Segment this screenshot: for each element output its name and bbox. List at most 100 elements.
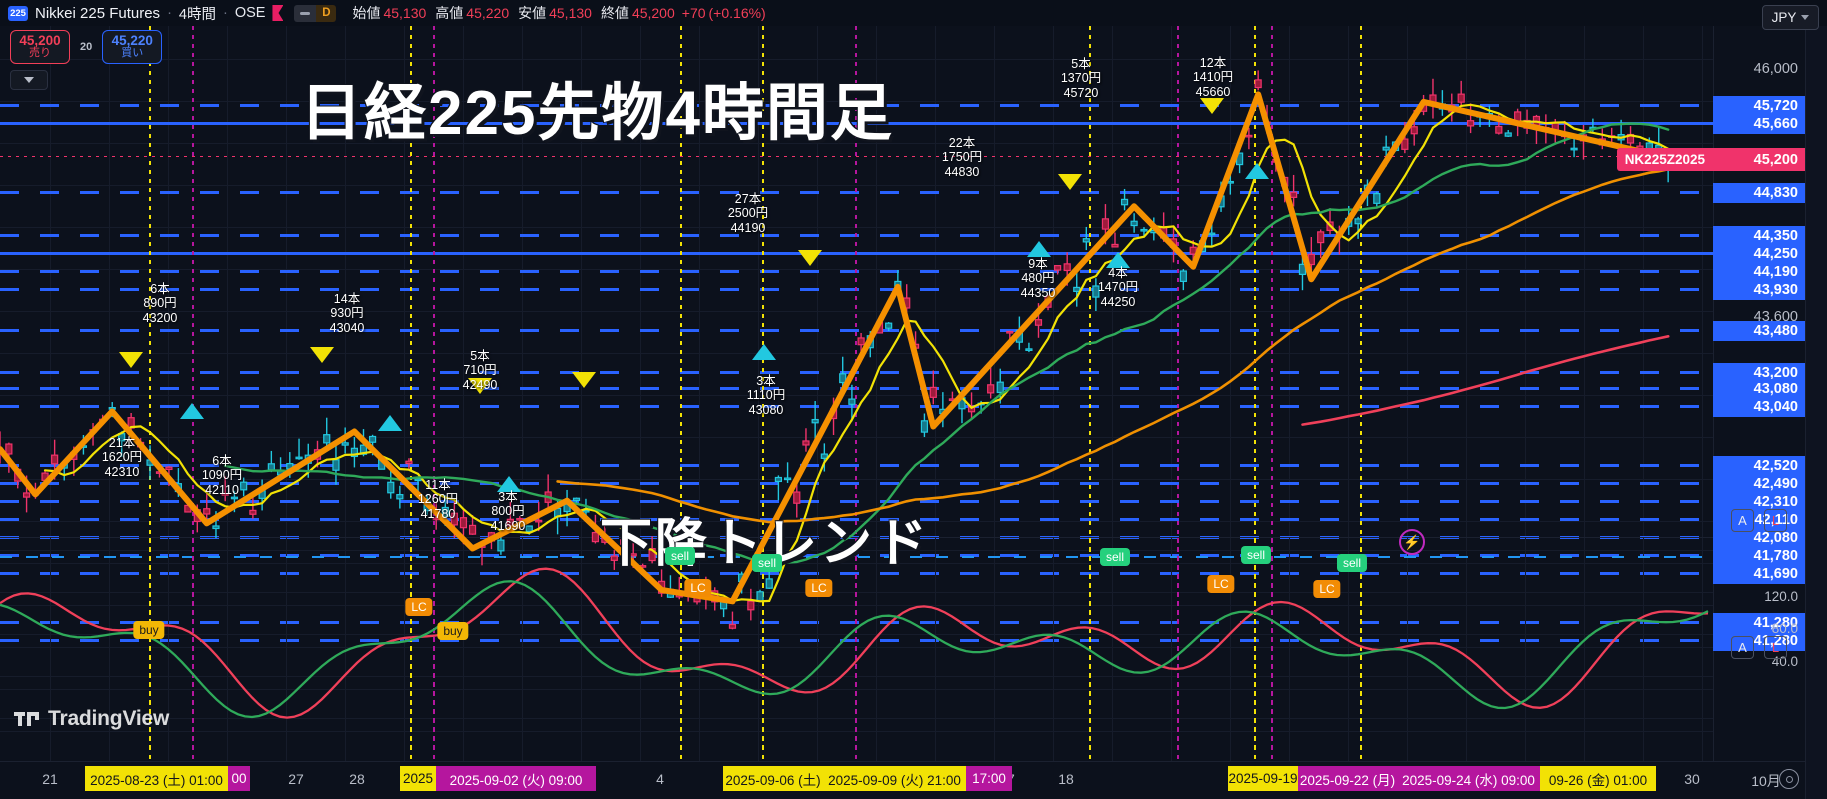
indicator-grid-line-v <box>935 538 936 746</box>
open-value: 45,130 <box>383 5 427 21</box>
interval-toggle[interactable]: D <box>294 4 337 22</box>
indicator-grid-line-v <box>109 538 110 746</box>
current-price-tag: 45,200 <box>1713 148 1805 171</box>
grid-line-vertical <box>1525 26 1526 772</box>
session-divider-line <box>410 538 412 746</box>
sell-button[interactable]: 45,200 売り <box>10 30 70 64</box>
annotation-bars: 27本 <box>734 192 762 206</box>
auto-scale-button[interactable]: A <box>1731 508 1754 532</box>
indicator-grid-line-v <box>227 538 228 746</box>
main-chart-pane[interactable]: 6本 890円 43200 21本 1620円 42310 6本 1090円 42110 14本 9… <box>0 26 1713 772</box>
signal-badge-lc[interactable]: LC <box>405 598 433 616</box>
grid-line-vertical <box>345 26 346 772</box>
indicator-grid-line-v <box>1053 538 1054 746</box>
signal-badge-lc[interactable]: LC <box>1207 575 1235 593</box>
grid-line-vertical <box>286 26 287 772</box>
signal-badge-lc[interactable]: LC <box>805 579 833 597</box>
order-panel-collapse-button[interactable] <box>10 70 48 90</box>
time-session-label: 2025-09-06 (土) <box>723 766 823 791</box>
session-divider-line <box>1089 26 1091 772</box>
symbol-badge-icon: 225 <box>8 5 28 21</box>
grid-line-vertical <box>1702 26 1703 772</box>
signal-badge-buy[interactable]: buy <box>437 622 469 640</box>
annotation-bars: 5本 <box>1071 57 1091 71</box>
annotation-label: 12本 1410円 45660 <box>1193 56 1233 99</box>
tradingview-watermark: TradingView <box>14 707 169 731</box>
time-tick-label: 18 <box>1058 771 1074 787</box>
contract-symbol-tag: NK225Z2025 <box>1616 148 1713 171</box>
indicator-grid-line-v <box>1466 538 1467 746</box>
signal-badge-lc[interactable]: LC <box>684 579 712 597</box>
price-scale-buttons[interactable]: A L <box>1713 505 1805 535</box>
annotation-yen: 1750円 <box>941 150 983 165</box>
annotation-yen: 1410円 <box>1192 70 1234 85</box>
grid-line-vertical <box>1112 26 1113 772</box>
collapse-icon[interactable] <box>294 4 317 22</box>
indicator-pane[interactable] <box>0 537 1713 746</box>
price-tick: 43,930 <box>1713 280 1805 300</box>
annotation-yen: 1470円 <box>1097 280 1139 295</box>
signal-badge-buy[interactable]: buy <box>133 621 165 639</box>
lightning-icon[interactable]: ⚡ <box>1399 529 1425 555</box>
symbol-name[interactable]: Nikkei 225 Futures <box>35 4 161 22</box>
annotation-bars: 21本 <box>108 436 136 450</box>
low-value: 45,130 <box>549 5 592 21</box>
right-toolbar[interactable] <box>1805 26 1827 799</box>
grid-line-vertical <box>1171 26 1172 772</box>
indicator-scale-tick: 120.0 <box>1764 588 1798 604</box>
grid-line-vertical <box>640 26 641 772</box>
session-divider-line <box>1360 538 1362 746</box>
signal-badge-sell[interactable]: sell <box>751 554 783 572</box>
signal-badge-sell[interactable]: sell <box>664 547 696 565</box>
change-percent: (+0.16%) <box>708 5 766 21</box>
open-label: 始値 <box>352 5 381 21</box>
signal-badge-sell[interactable]: sell <box>1336 554 1368 572</box>
annotation-yen: 1620円 <box>101 450 143 465</box>
indicator-scale-tick: 80.0 <box>1771 620 1798 636</box>
session-divider-line <box>762 26 764 772</box>
price-tick: 42,310 <box>1713 492 1805 512</box>
time-axis-settings-icon[interactable] <box>1779 769 1799 789</box>
indicator-scale-buttons[interactable]: A L <box>1713 632 1805 662</box>
price-tick: 43,480 <box>1713 321 1805 341</box>
tradingview-logo-icon <box>14 708 40 730</box>
annotation-bars: 3本 <box>498 490 518 504</box>
grid-line-vertical <box>168 26 169 772</box>
signal-badge-sell[interactable]: sell <box>1099 548 1131 566</box>
indicator-grid-line-v <box>640 538 641 746</box>
signal-badge-lc[interactable]: LC <box>1313 580 1341 598</box>
interval-letter[interactable]: D <box>316 4 337 22</box>
annotation-bars: 5本 <box>470 349 490 363</box>
annotation-yen: 1110円 <box>746 388 786 403</box>
overlay-title: 日経225先物4時間足 <box>300 79 894 148</box>
indicator-grid-line-v <box>522 538 523 746</box>
buy-button[interactable]: 45,220 買い <box>102 30 163 64</box>
low-label: 安値 <box>518 5 547 21</box>
annotation-bars: 11本 <box>425 478 451 492</box>
indicator-auto-scale-button[interactable]: A <box>1731 635 1754 659</box>
indicator-grid-line-v <box>168 538 169 746</box>
annotation-label: 22本 1750円 44830 <box>942 136 982 179</box>
annotation-label: 11本 1260円 41780 <box>418 478 458 521</box>
session-divider-line <box>192 26 194 772</box>
signal-marker-down <box>1200 98 1224 114</box>
signal-marker-down <box>310 347 334 363</box>
chevron-down-icon <box>24 77 34 83</box>
lock-scale-button[interactable]: L <box>1764 508 1787 532</box>
annotation-label: 5本 710円 42490 <box>463 349 498 392</box>
currency-selector[interactable]: JPY <box>1762 5 1819 30</box>
signal-badge-sell[interactable]: sell <box>1240 546 1272 564</box>
annotation-bars: 4本 <box>1108 266 1128 280</box>
annotation-yen: 1370円 <box>1060 71 1102 86</box>
session-divider-line <box>433 26 435 772</box>
indicator-lock-scale-button[interactable]: L <box>1764 635 1787 659</box>
buy-price: 45,220 <box>111 33 153 49</box>
time-axis[interactable]: 212728294121317183010月 2025-08-23 (土) 01… <box>0 761 1805 799</box>
watermark-text: TradingView <box>48 707 170 730</box>
price-tick: 44,350 <box>1713 226 1805 246</box>
order-panel[interactable]: 45,200 売り 20 45,220 買い <box>10 30 163 64</box>
timeframe-label[interactable]: 4時間 <box>178 6 216 23</box>
sell-price: 45,200 <box>19 33 61 49</box>
grid-line-vertical <box>817 26 818 772</box>
price-tick: 44,190 <box>1713 262 1805 282</box>
